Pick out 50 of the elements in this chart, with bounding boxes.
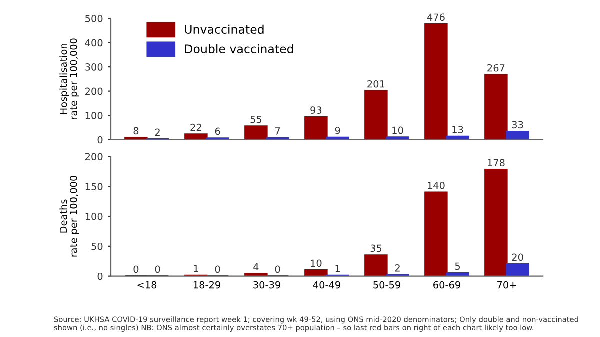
data-label: 140 [428,182,445,190]
legend-label: Unvaccinated [185,24,264,34]
x-tick-label: 30-39 [254,281,280,289]
data-label: 35 [370,244,382,252]
x-tick-label: 70+ [498,281,516,289]
data-label: 0 [215,266,220,274]
y-axis-title: Deaths rate per 100,000 [60,176,80,257]
y-tick-label: 0 [98,136,103,144]
y-tick-label: 0 [98,272,103,280]
data-label: 55 [250,116,262,124]
data-label: 178 [488,159,505,167]
data-label: 7 [276,128,280,135]
data-label: 1 [336,265,340,272]
data-label: 20 [512,254,524,262]
y-tick-label: 200 [86,88,103,96]
data-label: 0 [134,266,139,274]
data-label: 267 [488,64,505,72]
data-label: 0 [155,266,160,274]
data-label: 2 [395,264,400,272]
y-tick-label: 150 [86,183,103,190]
data-label: 0 [275,266,280,274]
x-tick-label: <18 [138,281,157,289]
y-axis-title: Hospitalisation rate per 100,000 [60,38,80,120]
legend-label: Double vaccinated [185,44,294,54]
x-tick-label: 18-29 [194,281,220,289]
x-tick-label: 50-59 [374,281,400,289]
x-tick-label: 60-69 [434,281,460,289]
data-label: 201 [368,80,385,88]
data-label: 2 [155,128,160,136]
data-label: 4 [254,263,259,271]
data-label: 6 [215,128,220,136]
y-tick-label: 50 [92,242,103,250]
y-tick-label: 100 [86,213,103,220]
y-tick-label: 200 [86,153,103,161]
y-tick-label: 500 [86,15,103,22]
x-tick-label: 40-49 [313,281,340,289]
data-label: 33 [512,121,524,129]
data-label: 10 [311,260,322,268]
data-label: 476 [427,14,445,22]
y-tick-label: 100 [86,112,103,120]
data-label: 93 [310,106,322,114]
data-label: 22 [190,124,202,132]
data-label: 8 [134,127,139,135]
data-label: 9 [335,127,340,134]
y-tick-label: 300 [86,64,103,71]
data-label: 5 [455,262,460,270]
data-label: 13 [452,126,464,134]
y-tick-label: 400 [85,39,103,47]
data-label: 1 [194,265,198,272]
data-label: 10 [392,126,404,134]
